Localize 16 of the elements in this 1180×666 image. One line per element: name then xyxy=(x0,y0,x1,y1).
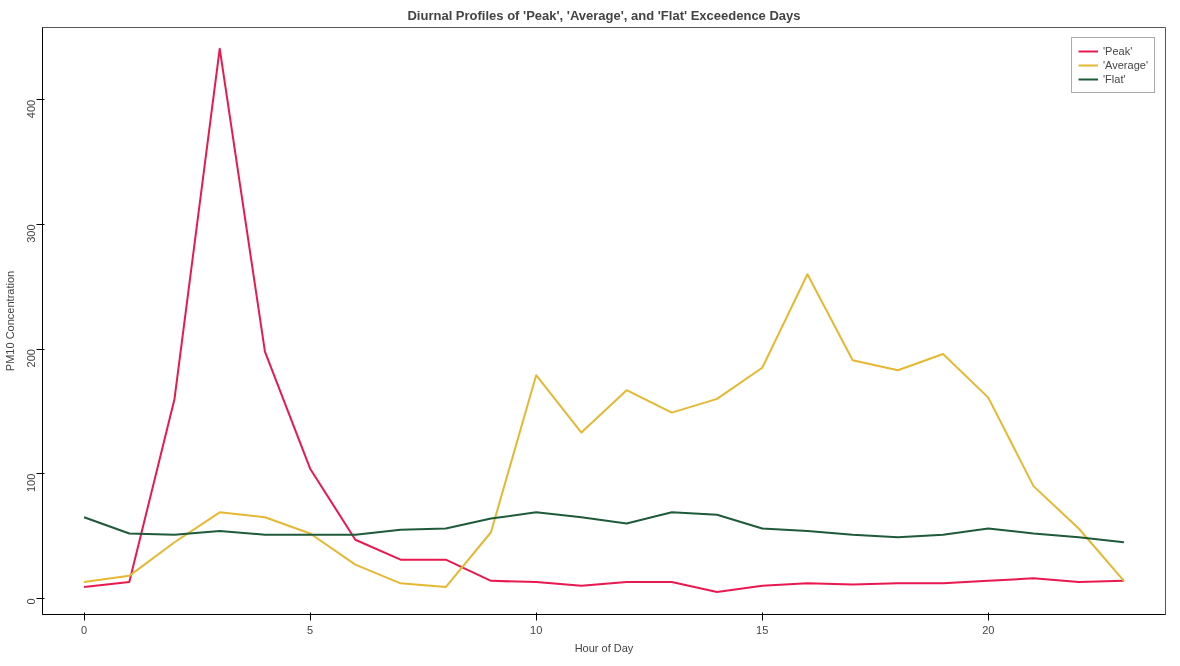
y-tick-label: 100 xyxy=(25,473,38,493)
y-tick-label: 300 xyxy=(25,224,38,243)
legend-label: 'Peak' xyxy=(1103,44,1133,58)
y-tick-label: 200 xyxy=(25,349,38,368)
x-tick-label: 0 xyxy=(81,623,88,636)
y-axis-title: PM10 Concentration xyxy=(3,270,16,372)
chart-title: Diurnal Profiles of 'Peak', 'Average', and 'Flat' Exceedence Days xyxy=(407,7,801,23)
y-tick-label: 400 xyxy=(25,99,38,119)
x-tick-label: 15 xyxy=(756,623,769,636)
x-tick-label: 10 xyxy=(530,623,543,636)
legend-label: 'Average' xyxy=(1103,58,1148,72)
legend-label: 'Flat' xyxy=(1103,72,1126,86)
x-axis-title: Hour of Day xyxy=(574,641,634,654)
x-tick-label: 5 xyxy=(307,623,314,636)
x-tick-label: 20 xyxy=(982,623,995,636)
y-tick-label: 0 xyxy=(25,598,38,605)
